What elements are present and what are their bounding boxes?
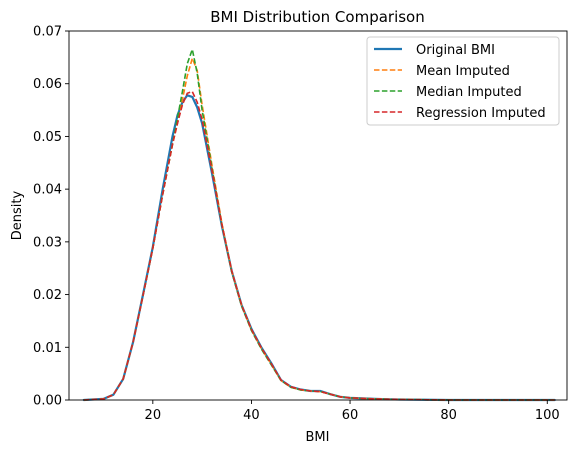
- plot-area: [82, 48, 556, 402]
- legend-label-original-bmi: Original BMI: [416, 43, 495, 58]
- y-tick-label-5: 0.05: [33, 130, 62, 145]
- legend-label-regression-imputed: Regression Imputed: [416, 106, 546, 121]
- legend-box: [366, 36, 560, 126]
- x-tick-label-40: 40: [243, 408, 260, 423]
- y-axis-label: Density: [10, 190, 25, 240]
- x-tick-label-20: 20: [145, 408, 162, 423]
- y-tick-label-4: 0.04: [33, 183, 62, 198]
- y-tick-label-2: 0.02: [33, 288, 62, 303]
- axes-frame: [68, 30, 568, 401]
- x-tick-label-80: 80: [440, 408, 457, 423]
- y-tick-label-1: 0.01: [33, 341, 62, 356]
- y-tick-label-7: 0.07: [33, 25, 62, 40]
- legend-label-median-imputed: Median Imputed: [416, 85, 522, 100]
- x-tick-label-60: 60: [342, 408, 359, 423]
- axes: 20 40 60 80 100 0.00 0.01 0.02 0.03 0.04 0.05 0.06 0…: [33, 25, 568, 423]
- y-tick-label-6: 0.06: [33, 77, 62, 92]
- x-axis-label: BMI: [306, 430, 330, 445]
- legend: Original BMI Mean Imputed Median Imputed Re…: [366, 36, 560, 126]
- series-line-regression-imputed: [83, 90, 555, 401]
- legend-label-mean-imputed: Mean Imputed: [416, 64, 510, 79]
- chart-title: BMI Distribution Comparison: [210, 8, 425, 26]
- y-tick-label-3: 0.03: [33, 235, 62, 250]
- x-tick-label-100: 100: [535, 408, 560, 423]
- y-tick-label-0: 0.00: [33, 394, 62, 409]
